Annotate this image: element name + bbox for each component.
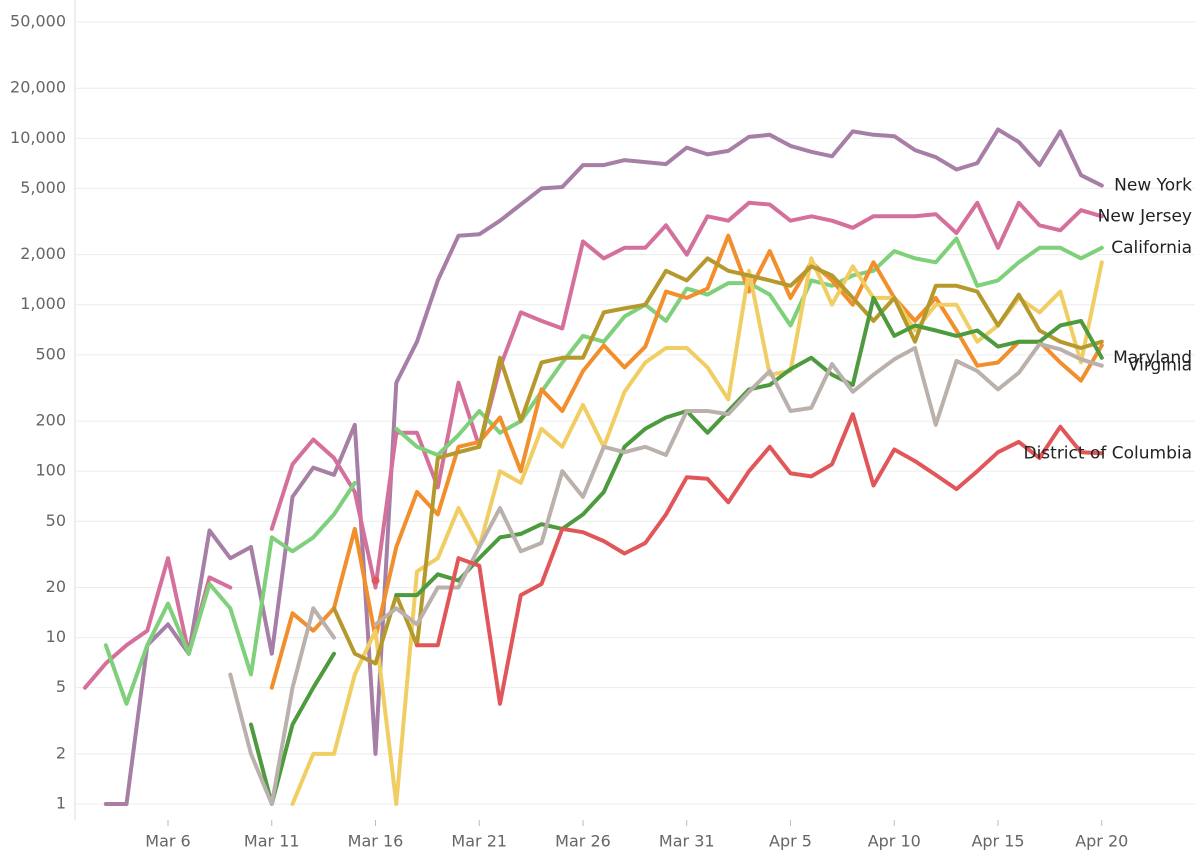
series-label: Maryland [1113, 348, 1192, 368]
series-line [228, 342, 1104, 806]
y-tick-label: 5 [56, 677, 66, 696]
y-tick-label: 20 [46, 577, 66, 596]
series-label: New Jersey [1098, 206, 1192, 226]
y-tick-label: 5,000 [20, 178, 66, 197]
y-tick-label: 1 [56, 794, 66, 813]
x-tick-label: Mar 6 [145, 832, 190, 851]
y-tick-label: 20,000 [10, 78, 66, 97]
series-label: New York [1114, 176, 1192, 196]
series-line [415, 412, 1104, 706]
x-tick-label: Mar 16 [348, 832, 404, 851]
data-point [371, 576, 380, 585]
y-tick-label: 500 [35, 344, 66, 363]
x-tick-label: Apr 15 [971, 832, 1024, 851]
y-tick-label: 200 [35, 411, 66, 430]
series-line [332, 256, 1104, 666]
series-line [103, 127, 1104, 806]
y-tick-label: 10 [46, 627, 66, 646]
y-tick-label: 1,000 [20, 294, 66, 313]
y-tick-label: 10,000 [10, 128, 66, 147]
y-tick-label: 100 [35, 461, 66, 480]
series-line [83, 200, 1104, 690]
x-tick-label: Mar 26 [555, 832, 611, 851]
series-line [290, 256, 1104, 806]
series-label: California [1111, 238, 1192, 258]
y-tick-label: 50,000 [10, 12, 66, 31]
series-line [269, 233, 1104, 690]
series-label: District of Columbia [1023, 443, 1192, 463]
x-tick-label: Mar 11 [244, 832, 300, 851]
x-tick-label: Mar 31 [659, 832, 715, 851]
y-tick-label: 2 [56, 743, 66, 762]
x-tick-label: Apr 20 [1075, 832, 1128, 851]
x-tick-label: Apr 10 [868, 832, 921, 851]
x-tick-label: Mar 21 [451, 832, 507, 851]
y-tick-label: 50 [46, 511, 66, 530]
series-label: Virginia [1128, 356, 1192, 376]
y-tick-label: 2,000 [20, 244, 66, 263]
x-tick-label: Apr 5 [769, 832, 812, 851]
